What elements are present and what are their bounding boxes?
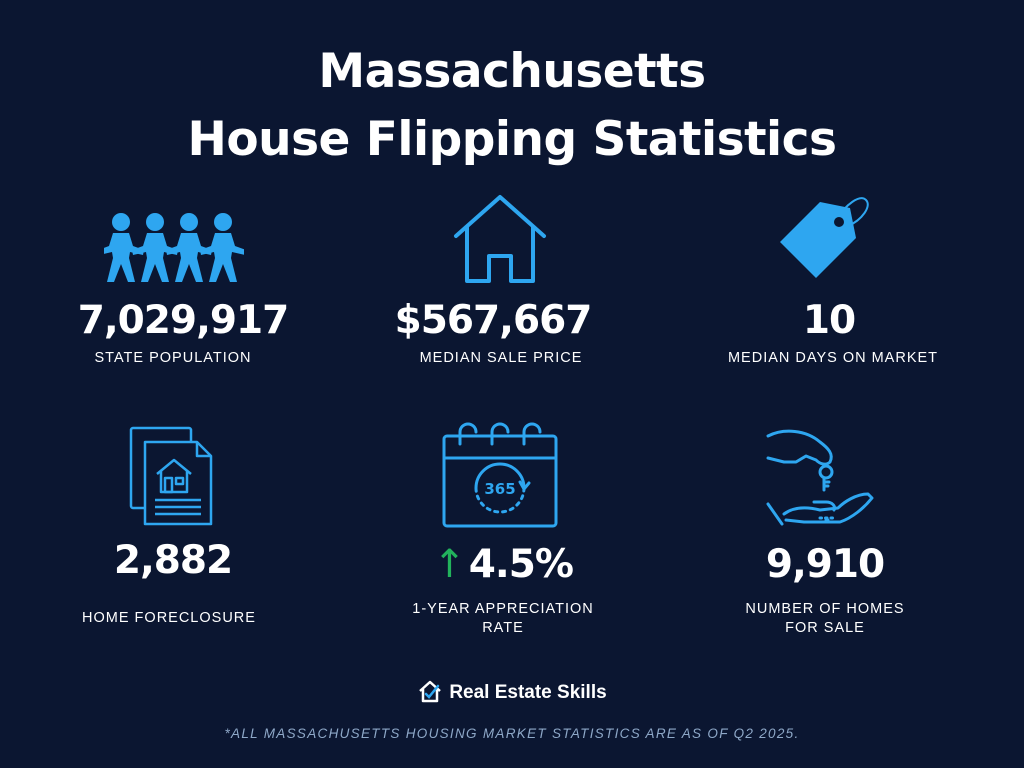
stat-value-population: 7,029,917 [77,298,290,343]
price-tag-icon [776,192,872,286]
stat-label-median-days: MEDIAN DAYS ON MARKET [727,350,939,366]
stat-value-appreciation: ↑ 4.5% [390,542,616,588]
house-check-icon [417,679,443,707]
calendar-365-icon: 365 [442,422,558,528]
stat-label-foreclosure: HOME FORECLOSURE [82,610,256,626]
stat-label-population: STATE POPULATION [94,350,252,366]
stat-value-homes-for-sale: 9,910 [765,542,885,587]
stat-value-median-days: 10 [802,298,856,343]
stat-value-appreciation-text: 4.5% [468,542,574,587]
stat-label-median-sale-price: MEDIAN SALE PRICE [419,350,583,366]
stat-label-appreciation-line2: RATE [482,620,524,636]
key-handover-icon [764,428,876,528]
people-chain-icon [104,212,244,284]
stat-value-foreclosure: 2,882 [113,538,233,583]
page-title-line1: Massachusetts [318,44,706,99]
house-outline-icon [453,194,547,286]
stat-label-homes-line1: NUMBER OF HOMES [745,601,905,617]
footnote: *ALL MASSACHUSETTS HOUSING MARKET STATIS… [224,726,800,741]
page-title-line2: House Flipping Statistics [187,112,838,167]
calendar-365-text: 365 [484,480,515,498]
foreclosure-documents-icon [129,426,215,526]
brand-logo: Real Estate Skills [0,678,1024,708]
stat-value-median-sale-price: $567,667 [394,298,593,343]
stat-label-appreciation-line1: 1-YEAR APPRECIATION [412,601,594,617]
stat-label-homes-line2: FOR SALE [785,620,865,636]
up-arrow-icon: ↑ [433,542,466,587]
brand-name: Real Estate Skills [449,682,607,703]
